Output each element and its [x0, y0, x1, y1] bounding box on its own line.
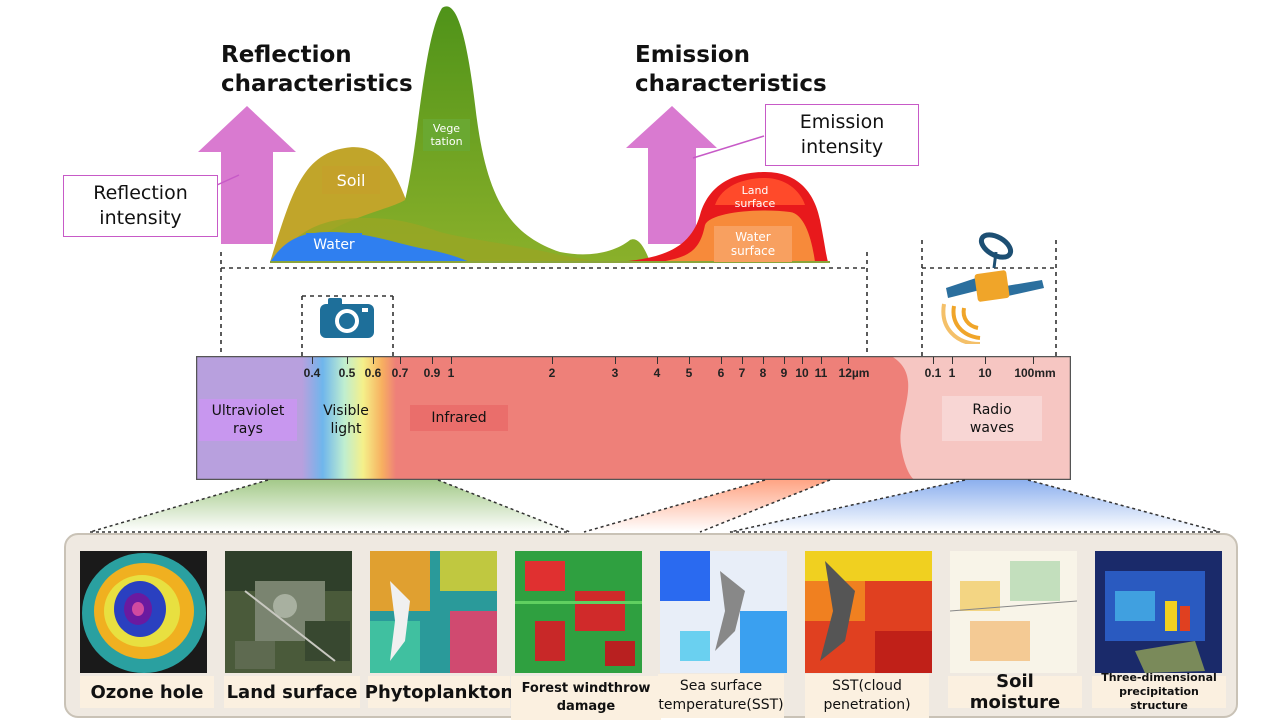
band-connectors: [89, 479, 1221, 533]
tick-label-radio-2: 10: [978, 366, 992, 380]
tick-label-optical-14: 10: [795, 366, 809, 380]
caption-phytoplankton: Phytoplankton: [365, 676, 513, 708]
tick-line-radio-0: [933, 357, 934, 364]
land-surface-label: Land surface: [734, 184, 776, 210]
tick-line-optical-3: [400, 357, 401, 364]
caption-sea-surface-temperature: Sea surface temperature(SST): [658, 674, 784, 718]
tick-line-optical-9: [689, 357, 690, 364]
emission-arrow: [626, 106, 717, 244]
soil-moisture-image: [950, 551, 1077, 673]
caption-precipitation-structure: Three-dimensional precipitation structur…: [1092, 671, 1226, 712]
tick-line-optical-0: [312, 357, 313, 364]
emission-title: Emission characteristics: [635, 42, 827, 97]
camera-icon: [320, 298, 374, 338]
caption-forest-windthrow: Forest windthrow damage: [511, 676, 661, 720]
precipitation-structure-image: [1095, 551, 1222, 673]
tick-label-optical-11: 7: [738, 366, 746, 380]
water-label: Water: [306, 233, 362, 257]
tick-line-optical-6: [552, 357, 553, 364]
tick-line-optical-16: [848, 357, 849, 364]
water-surface-label: Water surface: [714, 226, 792, 262]
tick-label-optical-15: 11: [814, 366, 828, 380]
radio-waves-label: Radio waves: [942, 396, 1042, 441]
tick-line-optical-1: [347, 357, 348, 364]
visible-light-label: Visible light: [323, 403, 369, 437]
tick-line-radio-2: [985, 357, 986, 364]
tick-line-radio-3: [1033, 357, 1034, 364]
tick-label-optical-16: 12µm: [838, 366, 870, 380]
tick-line-optical-14: [802, 357, 803, 364]
tick-line-radio-1: [952, 357, 953, 364]
soil-label: Soil: [322, 166, 380, 194]
land-emission-top: [715, 178, 805, 205]
tick-label-optical-10: 6: [717, 366, 725, 380]
tick-line-optical-13: [784, 357, 785, 364]
tick-label-optical-8: 4: [653, 366, 661, 380]
ozone-hole-image: [80, 551, 207, 673]
tick-label-radio-3: 100mm: [1014, 366, 1056, 380]
tick-label-optical-6: 2: [548, 366, 556, 380]
sst-cloud-penetration-image: [805, 551, 932, 673]
reflection-title: Reflection characteristics: [221, 42, 413, 97]
caption-sst-cloud-penetration: SST(cloud penetration): [805, 674, 929, 718]
tick-line-optical-5: [451, 357, 452, 364]
tick-label-optical-3: 0.7: [391, 366, 409, 380]
ultraviolet-label: Ultraviolet rays: [199, 399, 297, 441]
caption-land-surface: Land surface: [224, 676, 360, 708]
caption-soil-moisture: Soil moisture: [948, 671, 1082, 713]
caption-ozone-hole: Ozone hole: [80, 676, 214, 708]
tick-line-optical-8: [657, 357, 658, 364]
satellite-icon: [941, 232, 1044, 344]
land-surface-image: [225, 551, 352, 673]
phytoplankton-image: [370, 551, 497, 673]
tick-label-optical-2: 0.6: [364, 366, 382, 380]
tick-line-optical-10: [721, 357, 722, 364]
reflection-intensity-callout: Reflection intensity: [63, 175, 218, 237]
forest-windthrow-image: [515, 551, 642, 673]
tick-line-optical-4: [432, 357, 433, 364]
tick-label-radio-0: 0.1: [924, 366, 942, 380]
tick-label-optical-0: 0.4: [303, 366, 321, 380]
tick-line-optical-11: [742, 357, 743, 364]
vegetation-curve: [290, 6, 650, 263]
tick-label-optical-9: 5: [685, 366, 693, 380]
tick-label-radio-1: 1: [948, 366, 956, 380]
tick-line-optical-12: [763, 357, 764, 364]
tick-label-optical-7: 3: [611, 366, 619, 380]
sea-surface-temperature-image: [660, 551, 787, 673]
tick-line-optical-2: [373, 357, 374, 364]
vegetation-label: Vege tation: [423, 119, 470, 151]
tick-line-optical-15: [821, 357, 822, 364]
reflection-arrow: [198, 106, 296, 244]
infrared-label: Infrared: [410, 405, 508, 431]
tick-line-optical-7: [615, 357, 616, 364]
tick-label-optical-12: 8: [759, 366, 767, 380]
tick-label-optical-13: 9: [780, 366, 788, 380]
tick-label-optical-4: 0.9: [423, 366, 441, 380]
emission-intensity-callout: Emission intensity: [765, 104, 919, 166]
tick-label-optical-5: 1: [447, 366, 455, 380]
tick-label-optical-1: 0.5: [338, 366, 356, 380]
